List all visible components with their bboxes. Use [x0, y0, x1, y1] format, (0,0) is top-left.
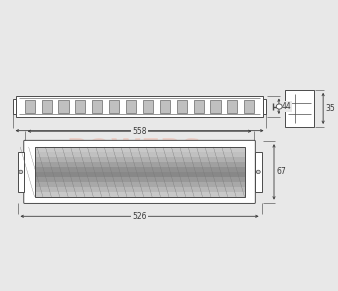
Bar	[143, 100, 153, 113]
Bar	[92, 100, 102, 113]
Bar	[160, 100, 170, 113]
Bar	[58, 100, 69, 113]
Bar	[18, 152, 24, 191]
Text: 44: 44	[281, 102, 291, 111]
Text: 576: 576	[132, 126, 147, 135]
Bar	[34, 147, 244, 152]
Bar	[34, 172, 244, 177]
Bar	[244, 100, 255, 113]
Bar	[16, 95, 263, 117]
Bar	[34, 182, 244, 187]
Text: BOWERS: BOWERS	[66, 137, 201, 165]
Bar	[34, 177, 244, 182]
Bar	[211, 100, 221, 113]
Text: 558: 558	[132, 127, 147, 136]
Bar	[13, 99, 16, 114]
Bar	[34, 192, 244, 197]
Bar	[25, 100, 35, 113]
Bar	[34, 157, 244, 162]
Bar	[285, 90, 314, 127]
Bar	[227, 100, 238, 113]
FancyBboxPatch shape	[24, 140, 255, 203]
Text: 67: 67	[276, 167, 286, 176]
Bar	[42, 100, 52, 113]
Bar	[34, 162, 244, 167]
Bar	[177, 100, 187, 113]
Circle shape	[19, 170, 23, 174]
Bar	[263, 99, 266, 114]
Bar	[34, 187, 244, 192]
Circle shape	[256, 170, 260, 174]
Bar	[109, 100, 119, 113]
Bar	[34, 167, 244, 172]
Circle shape	[276, 104, 282, 109]
Bar	[126, 100, 136, 113]
Text: 526: 526	[132, 212, 147, 221]
Text: 35: 35	[325, 104, 335, 113]
Bar	[255, 152, 262, 191]
Bar	[194, 100, 204, 113]
Bar	[34, 147, 244, 197]
Bar	[34, 152, 244, 157]
Bar	[75, 100, 86, 113]
